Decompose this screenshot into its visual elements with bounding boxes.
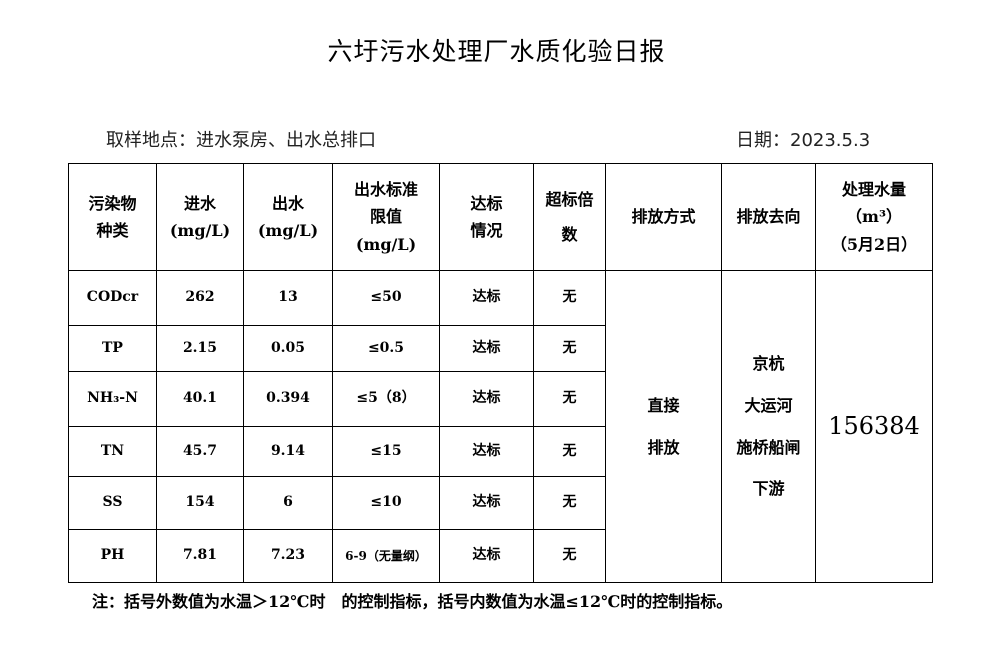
- status-value: 达标: [439, 371, 534, 427]
- inflow-value: 40.1: [156, 371, 244, 427]
- table-row: TN 45.7 9.14 ≤15 达标无: [68, 426, 933, 477]
- pollutant-name: SS: [68, 476, 157, 530]
- page-title: 六圩污水处理厂水质化验日报: [327, 37, 666, 66]
- outflow-value: 9.14: [243, 426, 333, 477]
- header-method: 排放方式: [605, 163, 722, 271]
- limit-value: ≤5（8）: [332, 371, 440, 427]
- header-text: 污染物: [88, 193, 137, 213]
- header-text: 达标: [470, 193, 503, 213]
- exceed-value: 无: [533, 371, 606, 427]
- pollutant-name: TN: [68, 426, 157, 477]
- destination-line: 施桥船闸: [736, 437, 801, 457]
- header-pollutant: 污染物 种类: [68, 163, 157, 271]
- water-quality-table: 污染物 种类 进水 (mg/L) 出水 (mg/L) 出水标准 限值 (mg/L) 达标情…: [68, 163, 933, 583]
- header-text: 处理水量: [841, 180, 906, 200]
- status-value: 达标: [439, 270, 534, 326]
- treated-volume: 156384: [815, 270, 933, 583]
- exceed-value: 无: [533, 476, 606, 530]
- method-line: 排放: [647, 437, 680, 457]
- destination-line: 下游: [752, 479, 785, 499]
- status-value: 达标: [439, 529, 534, 583]
- outflow-value: 6: [243, 476, 333, 530]
- exceed-value: 无: [533, 325, 606, 372]
- pollutant-name: PH: [68, 529, 157, 583]
- inflow-value: 2.15: [156, 325, 244, 372]
- header-row: 污染物种类 进水 (mg/L) 出水 (mg/L) 出水标准限值 (mg/L) 达标情…: [68, 163, 933, 271]
- outflow-value: 0.394: [243, 371, 333, 427]
- limit-value: ≤10: [332, 476, 440, 530]
- header-outflow: 出水 (mg/L): [243, 163, 333, 271]
- limit-value: ≤15: [332, 426, 440, 477]
- header-text: 超标倍: [545, 189, 594, 209]
- outflow-value: 7.23: [243, 529, 333, 583]
- status-value: 达标: [439, 476, 534, 530]
- inflow-value: 7.81: [156, 529, 244, 583]
- header-text: (mg/L): [257, 221, 319, 240]
- limit-value: 6-9（无量纲）: [332, 529, 440, 583]
- exceed-value: 无: [533, 426, 606, 477]
- header-text: （5月2日）: [830, 234, 918, 254]
- destination-line: 大运河: [744, 395, 793, 415]
- header-inflow: 进水 (mg/L): [156, 163, 244, 271]
- limit-value: ≤50: [332, 270, 440, 326]
- header-text: 进水: [183, 193, 216, 213]
- footnote: 注：括号外数值为水温＞12℃时 的控制指标，括号内数值为水温≤12℃时的控制指标…: [92, 592, 733, 611]
- exceed-value: 无: [533, 529, 606, 583]
- table-row: PH 7.81 7.23 6-9（无量纲） 达标无: [68, 529, 933, 583]
- table-row: CODcr 262 13 ≤50 达标无 直接 排放 京杭 大运河 施桥船闸 下游 156384: [68, 270, 933, 583]
- inflow-value: 45.7: [156, 426, 244, 477]
- header-text: (mg/L): [169, 221, 231, 240]
- table-row: SS 154 6 ≤10 达标无: [68, 476, 933, 530]
- header-volume: 处理水量 （m³） （5月2日）: [815, 163, 933, 271]
- discharge-destination: 京杭大运河施桥船闸下游: [721, 270, 816, 583]
- table-row: NH₃-N 40.1 0.394 ≤5（8） 达标无: [68, 371, 933, 427]
- discharge-method: 直接 排放: [605, 270, 722, 583]
- header-text: 种类: [96, 221, 129, 240]
- inflow-value: 262: [156, 270, 244, 326]
- exceed-value: 无: [533, 270, 606, 326]
- header-text: （m³）: [846, 207, 902, 227]
- pollutant-name: NH₃-N: [68, 371, 157, 427]
- status-value: 达标: [439, 325, 534, 372]
- header-limit: 出水标准限值 (mg/L): [332, 163, 440, 271]
- header-destination: 排放去向: [721, 163, 816, 271]
- sampling-location: 取样地点：进水泵房、出水总排口: [106, 130, 376, 151]
- header-text: 限值: [369, 207, 402, 227]
- table-row: TP 2.15 0.05 ≤0.5 达标无: [68, 325, 933, 372]
- destination-line: 京杭: [752, 354, 785, 374]
- header-text: 出水: [271, 193, 304, 213]
- header-text: 情况: [470, 221, 503, 240]
- header-text: 出水标准: [353, 180, 418, 200]
- limit-value: ≤0.5: [332, 325, 440, 372]
- method-line: 直接: [647, 395, 680, 415]
- header-text: (mg/L): [355, 234, 417, 254]
- status-value: 达标: [439, 426, 534, 477]
- report-date: 日期：2023.5.3: [736, 130, 871, 151]
- header-exceed: 超标倍数: [533, 163, 606, 271]
- pollutant-name: CODcr: [68, 270, 157, 326]
- header-status: 达标 情况: [439, 163, 534, 271]
- header-text: 数: [561, 225, 578, 244]
- pollutant-name: TP: [68, 325, 157, 372]
- outflow-value: 13: [243, 270, 333, 326]
- inflow-value: 154: [156, 476, 244, 530]
- outflow-value: 0.05: [243, 325, 333, 372]
